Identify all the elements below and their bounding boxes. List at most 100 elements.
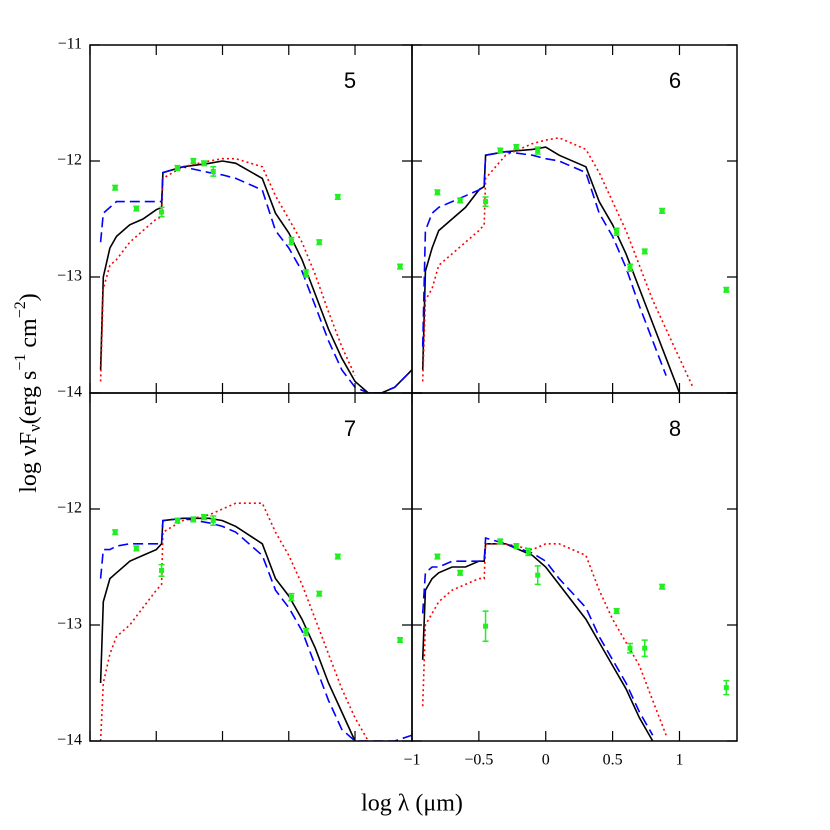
marker bbox=[627, 265, 633, 271]
x-axis-label: log λ (μm) bbox=[361, 791, 463, 817]
data-point bbox=[210, 166, 217, 177]
data-point bbox=[434, 553, 441, 560]
model-curve bbox=[99, 157, 356, 382]
y-label-sup: −2 bbox=[12, 301, 29, 318]
data-point bbox=[190, 516, 197, 523]
y-label-part: cm bbox=[16, 318, 42, 354]
marker bbox=[201, 514, 207, 520]
marker bbox=[497, 538, 503, 544]
marker bbox=[513, 543, 519, 549]
panel-frame bbox=[411, 44, 738, 394]
data-point bbox=[534, 565, 541, 586]
panel-frame bbox=[411, 392, 738, 742]
data-point bbox=[613, 608, 620, 615]
marker bbox=[457, 570, 463, 576]
data-point bbox=[302, 627, 309, 637]
marker bbox=[723, 287, 729, 293]
x-tick-label: 0 bbox=[542, 752, 550, 769]
panel-frame bbox=[89, 44, 413, 394]
data-point bbox=[316, 239, 323, 246]
plot-area bbox=[421, 136, 694, 393]
x-tick-label: 1 bbox=[675, 752, 683, 769]
data-point bbox=[534, 146, 541, 155]
y-label-part: (erg s bbox=[16, 371, 42, 425]
marker bbox=[335, 554, 341, 560]
data-point bbox=[482, 196, 489, 207]
plot-area bbox=[99, 502, 412, 741]
data-point bbox=[112, 184, 119, 191]
marker bbox=[210, 518, 216, 524]
y-label-sup: −1 bbox=[12, 354, 29, 371]
data-point bbox=[613, 227, 620, 236]
marker bbox=[434, 189, 440, 195]
marker bbox=[614, 229, 620, 235]
panel-label: 8 bbox=[669, 416, 681, 441]
marker bbox=[288, 594, 294, 600]
marker bbox=[723, 685, 729, 691]
model-curve bbox=[99, 165, 412, 393]
marker bbox=[483, 199, 489, 205]
panel: −1 −0.5 0 0.5 1 8 bbox=[403, 392, 738, 769]
marker bbox=[513, 144, 519, 150]
marker bbox=[159, 209, 165, 215]
marker bbox=[434, 554, 440, 560]
marker bbox=[112, 529, 118, 535]
marker bbox=[397, 637, 403, 643]
marker bbox=[112, 185, 118, 191]
data-point bbox=[497, 147, 504, 154]
marker bbox=[483, 623, 489, 629]
model-curve bbox=[99, 160, 412, 393]
y-axis-label: log νFν(erg s−1 cm−2) bbox=[12, 293, 44, 493]
data-point bbox=[513, 144, 520, 151]
plot-area bbox=[421, 536, 667, 741]
marker bbox=[174, 518, 180, 524]
data-point bbox=[397, 637, 404, 644]
data-point bbox=[659, 207, 666, 214]
panel-label: 6 bbox=[669, 68, 681, 93]
marker bbox=[303, 629, 309, 635]
panel-label: 7 bbox=[344, 416, 356, 441]
data-point bbox=[200, 514, 207, 521]
y-tick-label: −12 bbox=[57, 152, 82, 169]
x-tick-label: −1 bbox=[403, 752, 420, 769]
data-point bbox=[316, 590, 323, 597]
data-point bbox=[302, 269, 309, 278]
data-point bbox=[497, 538, 504, 545]
panel: −12 −13 −14 7 bbox=[57, 392, 413, 749]
data-point bbox=[133, 545, 140, 552]
y-tick-label: −13 bbox=[57, 616, 82, 633]
y-tick-label: −14 bbox=[57, 732, 82, 749]
data-point bbox=[723, 286, 730, 293]
data-point bbox=[482, 610, 489, 642]
data-point bbox=[133, 205, 140, 212]
marker bbox=[457, 197, 463, 203]
marker bbox=[535, 572, 541, 578]
data-point bbox=[641, 248, 648, 255]
model-curve bbox=[421, 150, 667, 376]
y-tick-label: −11 bbox=[58, 36, 82, 53]
marker bbox=[614, 608, 620, 614]
data-point bbox=[513, 543, 520, 550]
model-curve bbox=[99, 517, 356, 741]
marker bbox=[210, 168, 216, 174]
marker bbox=[133, 545, 139, 551]
y-label-sub: ν bbox=[25, 424, 44, 432]
data-point bbox=[158, 206, 165, 218]
y-label-part: log νF bbox=[16, 432, 42, 493]
marker bbox=[659, 584, 665, 590]
marker bbox=[159, 567, 165, 573]
data-point bbox=[434, 189, 441, 196]
data-point bbox=[723, 679, 730, 696]
data-point bbox=[174, 517, 181, 524]
data-point bbox=[158, 563, 165, 578]
model-curve bbox=[99, 502, 369, 741]
marker bbox=[627, 645, 633, 651]
panel: 6 bbox=[411, 44, 738, 394]
panel-label: 5 bbox=[344, 68, 356, 93]
marker bbox=[525, 549, 531, 555]
marker bbox=[659, 208, 665, 214]
marker bbox=[335, 194, 341, 200]
marker bbox=[303, 271, 309, 277]
data-point bbox=[641, 639, 648, 658]
